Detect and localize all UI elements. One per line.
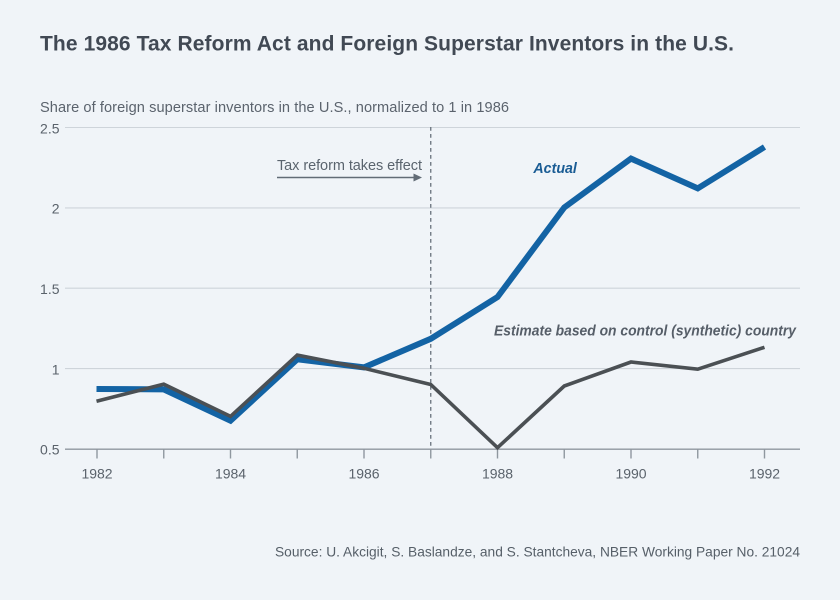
svg-text:1992: 1992 bbox=[749, 465, 780, 481]
svg-text:1.5: 1.5 bbox=[40, 281, 60, 297]
svg-text:1: 1 bbox=[52, 361, 60, 377]
svg-text:1982: 1982 bbox=[82, 465, 113, 481]
svg-text:1988: 1988 bbox=[482, 465, 513, 481]
svg-text:Share of foreign superstar inv: Share of foreign superstar inventors in … bbox=[40, 100, 509, 116]
svg-text:Source: U. Akcigit, S. Basland: Source: U. Akcigit, S. Baslandze, and S.… bbox=[275, 544, 800, 560]
svg-text:Actual: Actual bbox=[532, 160, 577, 177]
svg-text:2: 2 bbox=[52, 201, 60, 217]
svg-text:1984: 1984 bbox=[215, 465, 246, 481]
svg-text:2.5: 2.5 bbox=[40, 120, 60, 136]
svg-text:1986: 1986 bbox=[349, 465, 380, 481]
svg-text:1990: 1990 bbox=[616, 465, 647, 481]
svg-text:Estimate based on control (syn: Estimate based on control (synthetic) co… bbox=[494, 323, 797, 340]
svg-text:The 1986 Tax Reform Act and Fo: The 1986 Tax Reform Act and Foreign Supe… bbox=[40, 33, 734, 56]
svg-text:0.5: 0.5 bbox=[40, 442, 60, 458]
svg-text:Tax reform takes effect: Tax reform takes effect bbox=[277, 158, 422, 174]
